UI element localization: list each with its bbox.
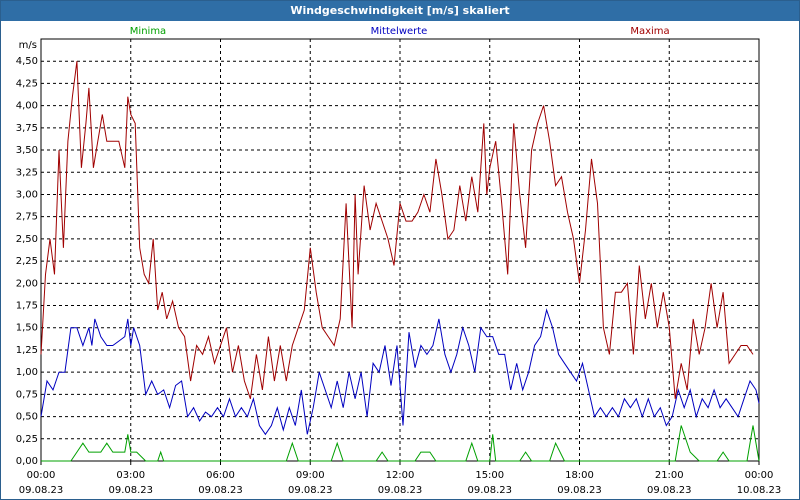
y-tick-label: 1,75 [16, 301, 38, 312]
legend-maxima: Maxima [630, 26, 669, 37]
y-tick-label: 2,75 [16, 212, 38, 223]
y-tick-label: 0,00 [16, 456, 38, 467]
y-tick-label: 1,00 [16, 367, 38, 378]
x-tick-date: 09.08.23 [108, 485, 153, 496]
y-tick-label: 0,25 [16, 434, 38, 445]
y-tick-label: 0,50 [16, 412, 38, 423]
x-tick-time: 00:00 [27, 470, 56, 481]
x-tick-date: 09.08.23 [557, 485, 602, 496]
x-tick-date: 09.08.23 [647, 485, 692, 496]
legend-mittelwerte: Mittelwerte [371, 26, 428, 37]
y-tick-label: 4,50 [16, 56, 38, 67]
x-tick-date: 10.08.23 [737, 485, 782, 496]
x-tick-date: 09.08.23 [19, 485, 64, 496]
y-tick-label: 4,25 [16, 78, 38, 89]
y-tick-label: 4,00 [16, 101, 38, 112]
y-tick-label: 3,25 [16, 167, 38, 178]
y-tick-label: 2,25 [16, 256, 38, 267]
x-tick-time: 15:00 [475, 470, 504, 481]
x-tick-date: 09.08.23 [198, 485, 243, 496]
x-tick-time: 18:00 [565, 470, 594, 481]
series-line-mittelwerte [40, 308, 760, 436]
y-tick-label: 1,25 [16, 345, 38, 356]
y-tick-label: 3,50 [16, 145, 38, 156]
y-tick-label: 3,75 [16, 123, 38, 134]
y-tick-label: 3,00 [16, 189, 38, 200]
x-tick-time: 06:00 [206, 470, 235, 481]
x-tick-date: 09.08.23 [467, 485, 512, 496]
y-tick-label: 2,00 [16, 278, 38, 289]
x-tick-time: 09:00 [296, 470, 325, 481]
x-tick-time: 00:00 [745, 470, 774, 481]
y-tick-label: 1,50 [16, 323, 38, 334]
y-tick-label: 2,50 [16, 234, 38, 245]
y-tick-label: 0,75 [16, 389, 38, 400]
y-axis-label: m/s [19, 40, 37, 51]
wind-speed-chart: 0,00 0,25 0,50 0,75 1,00 1,25 1,50 1,75 2,00 2,25… [16, 26, 782, 496]
x-tick-date: 09.08.23 [288, 485, 333, 496]
x-tick-time: 12:00 [386, 470, 415, 481]
x-tick-time: 03:00 [116, 470, 145, 481]
x-tick-time: 21:00 [655, 470, 684, 481]
x-tick-date: 09.08.23 [378, 485, 423, 496]
series-line-maxima [40, 61, 754, 399]
series-line-minima [41, 425, 760, 462]
chart-title: Windgeschwindigkeit [m/s] skaliert [1, 1, 799, 21]
legend-minima: Minima [130, 26, 166, 37]
